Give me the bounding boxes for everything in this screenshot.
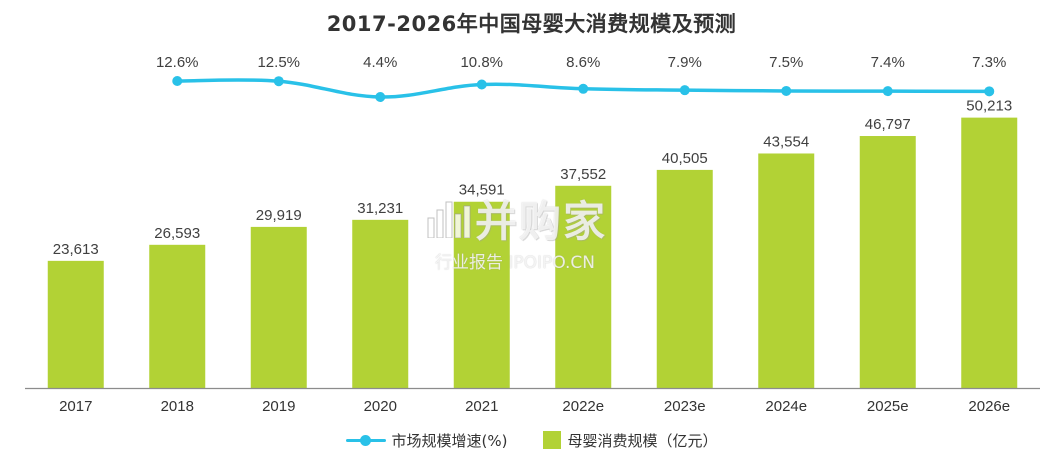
x-tick-label: 2019 [262, 398, 295, 415]
bar-labels-layer: 23,613 26,593 29,919 31,231 34,591 37,552 40,5… [53, 98, 1012, 258]
bar-2017 [47, 260, 104, 388]
growth-point [781, 85, 792, 96]
growth-value-label: 10.8% [460, 54, 503, 71]
x-axis: 2017 2018 2019 2020 2021 2022e 2023e 2024e 2025e… [25, 387, 1040, 415]
bar-2023e [656, 169, 713, 388]
x-tick-label: 2025e [867, 398, 909, 415]
x-tick-label: 2023e [664, 398, 706, 415]
bar-value-label: 31,231 [357, 200, 403, 217]
chart-title: 2017-2026年中国母婴大消费规模及预测 [326, 12, 737, 36]
growth-line-layer: 12.6% 12.5% 4.4% 10.8% 8.6% 7.9% 7.5% 7.4% 7.3% [156, 54, 1006, 102]
legend-growth-label: 市场规模增速(%) [391, 431, 508, 450]
growth-point [172, 76, 183, 86]
bar-2026e [961, 117, 1018, 388]
x-tick-label: 2017 [59, 398, 92, 415]
growth-value-label: 7.5% [769, 54, 803, 71]
bar-value-label: 34,591 [459, 182, 505, 199]
x-tick-label: 2026e [968, 398, 1010, 415]
growth-point [578, 83, 589, 94]
bar-value-label: 40,505 [662, 150, 708, 167]
growth-point [273, 76, 284, 87]
growth-value-label: 7.4% [871, 54, 905, 71]
growth-point [679, 85, 690, 96]
growth-point [476, 79, 487, 90]
legend: 市场规模增速(%) 母婴消费规模（亿元） [0, 428, 1063, 452]
bar-value-label: 37,552 [560, 166, 606, 183]
growth-value-label: 12.6% [156, 54, 199, 71]
bar-value-label: 26,593 [154, 225, 200, 242]
bar-value-label: 46,797 [865, 116, 911, 133]
bar-value-label: 50,213 [966, 98, 1012, 115]
legend-line-swatch [345, 433, 386, 447]
x-tick-label: 2024e [765, 398, 807, 415]
bar-value-label: 43,554 [763, 133, 809, 150]
growth-value-label: 7.3% [972, 54, 1006, 71]
bar-value-label: 23,613 [53, 241, 99, 258]
bar-2018 [149, 244, 206, 388]
bar-2019 [250, 226, 307, 388]
x-tick-label: 2021 [465, 398, 498, 415]
growth-value-label: 4.4% [363, 54, 397, 71]
legend-item-size: 母婴消费规模（亿元） [543, 430, 717, 451]
bar-2025e [859, 136, 916, 388]
growth-value-label: 12.5% [257, 54, 300, 71]
growth-point [984, 86, 995, 97]
growth-point [375, 92, 386, 102]
legend-size-label: 母婴消费规模（亿元） [567, 431, 718, 450]
growth-point [882, 86, 893, 97]
legend-bar-swatch [543, 431, 562, 449]
legend-item-growth: 市场规模增速(%) [345, 430, 508, 451]
bar-2024e [758, 153, 815, 388]
x-tick-label: 2022e [562, 398, 604, 415]
bar-2022e [555, 185, 612, 388]
bar-2020 [352, 219, 409, 388]
growth-value-label: 8.6% [566, 54, 600, 71]
growth-value-label: 7.9% [668, 54, 702, 71]
bar-2021 [453, 201, 510, 388]
x-tick-label: 2020 [364, 398, 397, 415]
bar-value-label: 29,919 [256, 207, 302, 224]
bars-layer [47, 117, 1018, 388]
x-tick-label: 2018 [161, 398, 194, 415]
